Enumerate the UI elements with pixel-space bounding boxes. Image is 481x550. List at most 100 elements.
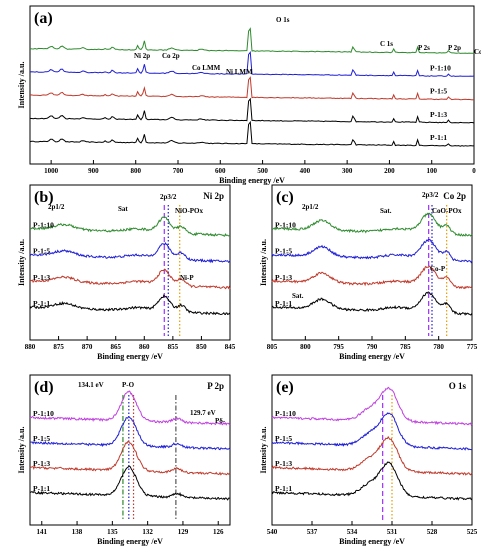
panel-letter: (d): [34, 379, 54, 396]
x-tick-label: 100: [426, 167, 437, 175]
x-tick-label: 126: [213, 528, 224, 536]
x-tick-label: 400: [300, 167, 311, 175]
spectrum-line-1-0: [29, 294, 231, 316]
spectrum-line-1-3: [29, 216, 231, 237]
x-tick-label: 135: [107, 528, 118, 536]
spectrum-line-2-2: [271, 238, 473, 264]
peak-annotation: Co 2p: [162, 52, 180, 60]
series-label: P-1:3: [275, 459, 292, 468]
panel-title: Ni 2p: [203, 191, 224, 201]
x-tick-label: 525: [467, 528, 478, 536]
y-axis-title: Intensity /a.u.: [17, 239, 26, 286]
panel-letter: (b): [34, 189, 54, 206]
spectrum-line-3-0: [29, 465, 231, 501]
series-label: P-1:10: [275, 409, 296, 418]
x-tick-label: 132: [142, 528, 153, 536]
series-label: P-1:10: [275, 220, 296, 229]
peak-annotation: Co-P: [430, 265, 446, 273]
peak-annotation: NiO-POx: [175, 207, 203, 215]
x-tick-label: 700: [173, 167, 184, 175]
x-tick-label: 855: [168, 343, 179, 351]
series-label: P-1:1: [275, 484, 292, 493]
x-tick-label: 534: [347, 528, 358, 536]
x-tick-label: 600: [215, 167, 226, 175]
series-label: P-1:10: [33, 220, 54, 229]
peak-annotation: O 1s: [276, 16, 290, 24]
peak-annotation: P 2p: [448, 44, 461, 52]
panel-letter: (c): [276, 189, 294, 206]
x-tick-label: 870: [82, 343, 93, 351]
series-label: P-1:3: [275, 273, 292, 282]
spectrum-line-2-0: [271, 291, 473, 316]
peak-annotation: Sat.: [292, 292, 304, 300]
peak-annotation: 2p1/2: [48, 203, 65, 211]
peak-annotation: CoO-POx: [432, 207, 462, 215]
peak-annotation: 2p3/2: [160, 193, 177, 201]
peak-annotation: Pδ-: [215, 417, 226, 425]
y-axis-title: Intensity /a.u.: [17, 62, 26, 109]
x-tick-label: 785: [400, 343, 411, 351]
x-tick-label: 875: [53, 343, 64, 351]
panel-frame-4: [29, 374, 231, 526]
x-tick-label: 138: [72, 528, 83, 536]
panel-frame-1: [29, 5, 475, 165]
spectrum-line-2-1: [271, 265, 473, 290]
x-tick-label: 300: [342, 167, 353, 175]
series-label: P-1:5: [33, 247, 50, 256]
panel-frame-5: [271, 374, 473, 526]
x-tick-label: 805: [267, 343, 278, 351]
peak-annotation: Co LMM: [192, 64, 221, 72]
series-label: P-1:10: [33, 409, 54, 418]
spectrum-line-3-1: [29, 439, 231, 476]
x-tick-label: 540: [267, 528, 278, 536]
peak-annotation: Ni LMM: [226, 68, 253, 76]
series-label: P-1:10: [430, 63, 451, 72]
spectrum-line-2-3: [271, 212, 473, 237]
spectrum-line-4-1: [271, 435, 473, 476]
x-tick-label: 800: [130, 167, 141, 175]
peak-annotation: Sat.: [380, 207, 392, 215]
series-label: P-1:3: [430, 110, 447, 119]
x-tick-label: 880: [25, 343, 36, 351]
panel-letter: (e): [276, 379, 294, 396]
y-axis-title: Intensity /a.u.: [259, 427, 268, 474]
series-label: P-1:5: [33, 434, 50, 443]
x-axis-title: Binding energy /eV: [219, 176, 285, 185]
x-axis-title: Binding energy /eV: [339, 537, 405, 546]
peak-annotation: C 1s: [380, 40, 393, 48]
x-tick-label: 775: [467, 343, 478, 351]
spectrum-line-0-4: [29, 27, 475, 54]
peak-annotation: P-O: [122, 381, 135, 389]
panel-title: P 2p: [207, 381, 224, 391]
panel-title: O 1s: [449, 381, 467, 391]
spectrum-line-0-1: [29, 97, 475, 124]
peak-annotation: 129.7 eV: [190, 409, 216, 417]
x-tick-label: 790: [367, 343, 378, 351]
panel-letter: (a): [34, 10, 53, 27]
x-tick-label: 900: [88, 167, 99, 175]
series-label: P-1:3: [33, 459, 50, 468]
x-tick-label: 795: [333, 343, 344, 351]
series-label: P-1:5: [275, 434, 292, 443]
x-tick-label: 850: [196, 343, 207, 351]
x-tick-label: 0: [472, 167, 476, 175]
series-label: P-1:5: [275, 247, 292, 256]
spectrum-line-4-0: [271, 461, 473, 501]
spectrum-line-3-3: [29, 390, 231, 426]
x-tick-label: 865: [110, 343, 121, 351]
x-tick-label: 500: [257, 167, 268, 175]
series-label: P-1:1: [430, 133, 447, 142]
x-tick-label: 129: [178, 528, 189, 536]
x-tick-label: 780: [433, 343, 444, 351]
spectrum-line-4-3: [271, 386, 473, 426]
x-tick-label: 800: [300, 343, 311, 351]
series-label: P-1:1: [33, 484, 50, 493]
peak-annotation: Ni-P: [180, 274, 194, 282]
peak-annotation: 2p3/2: [422, 191, 439, 199]
x-tick-label: 860: [139, 343, 150, 351]
spectrum-line-3-2: [29, 416, 231, 451]
x-axis-title: Binding energy /eV: [97, 537, 163, 546]
x-axis-title: Binding energy /eV: [97, 352, 163, 361]
spectrum-line-4-2: [271, 412, 473, 451]
